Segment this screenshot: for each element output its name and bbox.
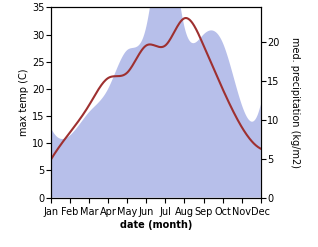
Y-axis label: med. precipitation (kg/m2): med. precipitation (kg/m2) (291, 37, 301, 168)
X-axis label: date (month): date (month) (120, 220, 192, 230)
Y-axis label: max temp (C): max temp (C) (19, 69, 29, 136)
